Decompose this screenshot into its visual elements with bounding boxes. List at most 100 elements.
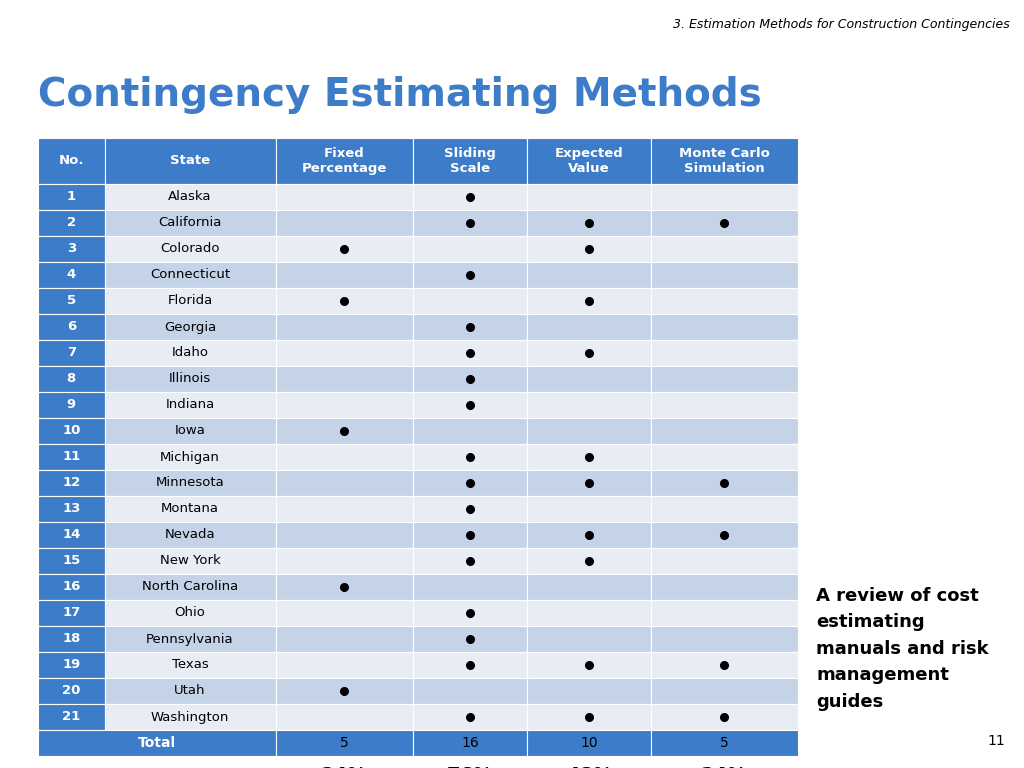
Bar: [414, 626, 527, 652]
Text: 11: 11: [62, 451, 80, 464]
Text: 16: 16: [62, 581, 81, 594]
Text: Alaska: Alaska: [168, 190, 212, 204]
Bar: [527, 652, 650, 678]
Bar: [650, 730, 798, 756]
Bar: [650, 210, 798, 236]
Bar: [104, 138, 275, 184]
Bar: [414, 678, 527, 704]
Bar: [275, 236, 414, 262]
Bar: [104, 236, 275, 262]
Bar: [527, 210, 650, 236]
Bar: [650, 288, 798, 314]
Bar: [414, 574, 527, 600]
Bar: [275, 210, 414, 236]
Text: 4: 4: [67, 269, 76, 282]
Bar: [414, 184, 527, 210]
Bar: [275, 184, 414, 210]
Text: 10: 10: [62, 425, 81, 438]
Bar: [275, 366, 414, 392]
Bar: [38, 366, 104, 392]
Text: 12: 12: [62, 476, 80, 489]
Text: Idaho: Idaho: [171, 346, 209, 359]
Text: 15: 15: [62, 554, 80, 568]
Bar: [275, 138, 414, 184]
Bar: [527, 288, 650, 314]
Bar: [104, 704, 275, 730]
Bar: [527, 418, 650, 444]
Bar: [104, 444, 275, 470]
Bar: [104, 574, 275, 600]
Text: 7: 7: [67, 346, 76, 359]
Text: 18: 18: [62, 633, 81, 645]
Bar: [38, 470, 104, 496]
Text: 16: 16: [462, 736, 479, 750]
Bar: [527, 184, 650, 210]
Bar: [104, 548, 275, 574]
Text: A review of cost
estimating
manuals and risk
management
guides: A review of cost estimating manuals and …: [816, 587, 988, 710]
Bar: [527, 600, 650, 626]
Bar: [650, 678, 798, 704]
Bar: [650, 522, 798, 548]
Bar: [414, 418, 527, 444]
Text: Expected
Value: Expected Value: [555, 147, 624, 175]
Bar: [414, 210, 527, 236]
Bar: [527, 678, 650, 704]
Bar: [414, 314, 527, 340]
Bar: [275, 730, 414, 756]
Bar: [414, 704, 527, 730]
Bar: [414, 522, 527, 548]
Text: North Carolina: North Carolina: [142, 581, 239, 594]
Bar: [38, 262, 104, 288]
Bar: [527, 548, 650, 574]
Bar: [104, 210, 275, 236]
Text: State: State: [170, 154, 210, 167]
Bar: [275, 600, 414, 626]
Text: Iowa: Iowa: [174, 425, 206, 438]
Bar: [527, 444, 650, 470]
Bar: [38, 138, 104, 184]
Text: Connecticut: Connecticut: [150, 269, 230, 282]
Text: Ohio: Ohio: [174, 607, 206, 620]
Bar: [104, 392, 275, 418]
Bar: [650, 262, 798, 288]
Bar: [38, 314, 104, 340]
Bar: [275, 574, 414, 600]
Bar: [104, 600, 275, 626]
Bar: [527, 730, 650, 756]
Text: 8: 8: [67, 372, 76, 386]
Text: 6: 6: [67, 320, 76, 333]
Text: 3. Estimation Methods for Construction Contingencies: 3. Estimation Methods for Construction C…: [673, 18, 1010, 31]
Bar: [104, 496, 275, 522]
Bar: [414, 288, 527, 314]
Text: Washington: Washington: [151, 710, 229, 723]
Bar: [527, 340, 650, 366]
Bar: [650, 652, 798, 678]
Bar: [38, 418, 104, 444]
Text: Florida: Florida: [167, 294, 213, 307]
Bar: [414, 236, 527, 262]
Text: Pennsylvania: Pennsylvania: [146, 633, 233, 645]
Bar: [650, 470, 798, 496]
Bar: [650, 600, 798, 626]
Bar: [414, 730, 527, 756]
Bar: [38, 288, 104, 314]
Bar: [104, 652, 275, 678]
Bar: [38, 678, 104, 704]
Bar: [104, 184, 275, 210]
Bar: [527, 366, 650, 392]
Bar: [527, 262, 650, 288]
Bar: [275, 652, 414, 678]
Bar: [275, 392, 414, 418]
Text: Montana: Montana: [161, 502, 219, 515]
Bar: [414, 496, 527, 522]
Bar: [38, 548, 104, 574]
Bar: [275, 496, 414, 522]
Text: 48%: 48%: [565, 766, 612, 768]
Bar: [650, 184, 798, 210]
Bar: [650, 574, 798, 600]
Bar: [38, 392, 104, 418]
Bar: [275, 548, 414, 574]
Bar: [38, 496, 104, 522]
Text: New York: New York: [160, 554, 220, 568]
Text: 19: 19: [62, 658, 80, 671]
